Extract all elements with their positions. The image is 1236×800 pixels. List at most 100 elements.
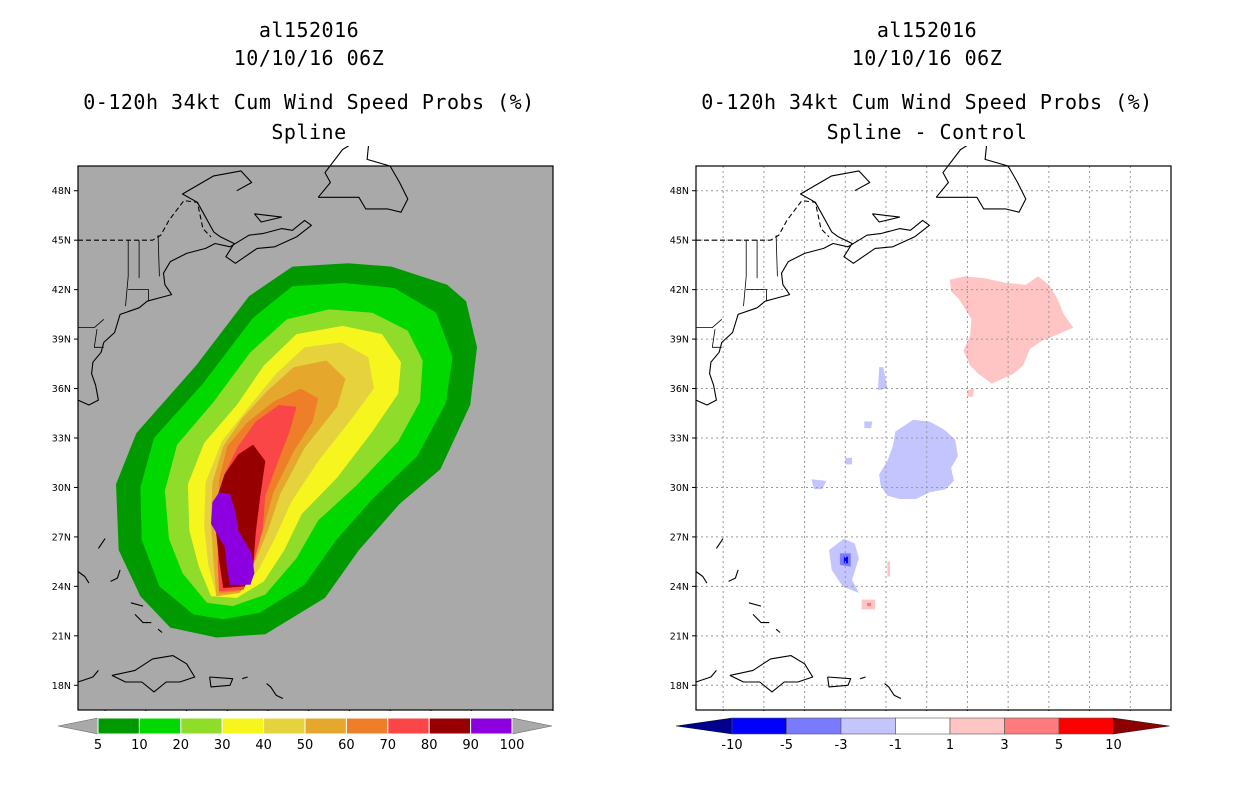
- island-10: [884, 683, 902, 699]
- colorbar-label: 20: [173, 738, 190, 753]
- colorbar-label: -1: [889, 738, 902, 753]
- coastline-0: [695, 170, 930, 406]
- state-border-4: [93, 329, 104, 348]
- diff-patch-4: [864, 421, 873, 429]
- colorbar-label: -10: [721, 738, 742, 753]
- island-6: [695, 670, 717, 683]
- datetime: 10/10/16 06Z: [233, 46, 385, 70]
- diff-patch-7: [845, 457, 853, 465]
- diff-patch-0: [949, 276, 1074, 384]
- island-1: [130, 602, 144, 607]
- island-2: [695, 571, 708, 584]
- state-border-3: [775, 235, 778, 277]
- diff-patch-9: [843, 556, 848, 564]
- y-tick-label: 39N: [670, 335, 689, 346]
- colorbar-swatch: [97, 717, 140, 735]
- colorbar-label: 80: [421, 738, 438, 753]
- y-tick-label: 27N: [52, 532, 71, 543]
- colorbar-over-arrow: [511, 717, 553, 735]
- y-tick-label: 42N: [52, 285, 71, 296]
- y-tick-label: 33N: [670, 434, 689, 445]
- colorbar-under-arrow: [675, 717, 733, 735]
- colorbar-label: -5: [780, 738, 793, 753]
- grid: [696, 166, 1172, 710]
- chart-title: 0-120h 34kt Cum Wind Speed Probs (%): [701, 90, 1153, 114]
- map-content: [811, 276, 1074, 610]
- diff-patch-12: [887, 561, 891, 577]
- probability-colorbar: 5 10 20 30 40 50 60 70 80 90 100: [57, 717, 553, 753]
- y-tick-label: 48N: [52, 186, 71, 197]
- colorbar-label: 10: [131, 738, 148, 753]
- difference-colorbar: -10 -5 -3 -1 1 3 5 10: [675, 717, 1170, 753]
- island-9: [860, 676, 866, 680]
- island-2: [77, 571, 90, 584]
- y-tick-label: 30N: [52, 483, 71, 494]
- y-tick-label: 18N: [52, 681, 71, 692]
- storm-id: al152016: [258, 18, 360, 42]
- y-tick-label: 45N: [52, 236, 71, 247]
- colorbar-swatch: [1058, 717, 1114, 735]
- y-tick-label: 45N: [670, 236, 689, 247]
- prob-band-90: [211, 492, 255, 585]
- island-6: [77, 670, 99, 683]
- colorbar-swatch: [786, 717, 842, 735]
- coastline-2: [253, 213, 283, 223]
- y-tick-label: 36N: [52, 384, 71, 395]
- colorbar-label: 90: [462, 738, 479, 753]
- state-border-1: [746, 289, 767, 302]
- y-tick-label: 24N: [52, 582, 71, 593]
- y-tick-label: 21N: [52, 631, 71, 642]
- island-8: [209, 676, 234, 688]
- y-tick-label: 39N: [52, 335, 71, 346]
- map-content: [116, 263, 477, 638]
- coastlines: [695, 146, 1027, 699]
- right-panel: al152016 10/10/16 06Z 0-120h 34kt Cum Wi…: [618, 0, 1236, 800]
- state-border-5: [696, 318, 723, 329]
- chart-subtitle: Spline - Control: [826, 120, 1028, 144]
- left-panel: al152016 10/10/16 06Z 0-120h 34kt Cum Wi…: [52, 18, 554, 753]
- colorbar-label: 60: [338, 738, 355, 753]
- axes: 75W72W69W66W63W60W57W54W51W48W45W42W48N4…: [52, 186, 554, 711]
- coastline-1: [935, 146, 1027, 213]
- coastlines: [77, 146, 409, 699]
- colorbar-label: 50: [297, 738, 314, 753]
- colorbar-label: -3: [835, 738, 848, 753]
- island-7: [111, 655, 196, 693]
- chart-title: 0-120h 34kt Cum Wind Speed Probs (%): [83, 90, 535, 114]
- diff-patch-5: [829, 538, 859, 593]
- y-tick-label: 27N: [670, 532, 689, 543]
- colorbar-swatch: [221, 717, 265, 735]
- state-border-0: [743, 240, 747, 307]
- colorbar-swatch: [180, 717, 223, 735]
- colorbar-label: 5: [1055, 738, 1063, 753]
- colorbar-label: 30: [214, 738, 231, 753]
- colorbar-label: 3: [1000, 738, 1008, 753]
- island-3: [134, 614, 152, 624]
- island-0: [728, 569, 739, 582]
- colorbar-swatch: [138, 717, 182, 735]
- colorbar-label: 5: [94, 738, 102, 753]
- colorbar-under-arrow: [57, 717, 99, 735]
- colorbar-swatch: [428, 717, 472, 735]
- colorbar-swatch: [387, 717, 430, 735]
- colorbar-label: 40: [255, 738, 272, 753]
- colorbar-label: 70: [380, 738, 397, 753]
- y-tick-label: 18N: [670, 681, 689, 692]
- island-5: [97, 538, 106, 549]
- diff-patch-6: [811, 479, 827, 490]
- island-4: [775, 628, 781, 633]
- coastline-2: [871, 213, 901, 223]
- datetime: 10/10/16 06Z: [851, 46, 1003, 70]
- y-tick-label: 36N: [670, 384, 689, 395]
- colorbar-swatch: [345, 717, 389, 735]
- colorbar-swatch: [304, 717, 347, 735]
- colorbar-swatch: [840, 717, 896, 735]
- y-tick-label: 21N: [670, 631, 689, 642]
- axes: 75W72W69W66W63W60W57W54W51W48W45W42W48N4…: [670, 186, 1172, 711]
- diff-patch-2: [879, 419, 958, 499]
- colorbar-swatch: [263, 717, 306, 735]
- colorbar-label: 1: [946, 738, 954, 753]
- colorbar-swatch: [731, 717, 787, 735]
- colorbar-over-arrow: [1113, 717, 1170, 735]
- colorbar-label: 10: [1105, 738, 1122, 753]
